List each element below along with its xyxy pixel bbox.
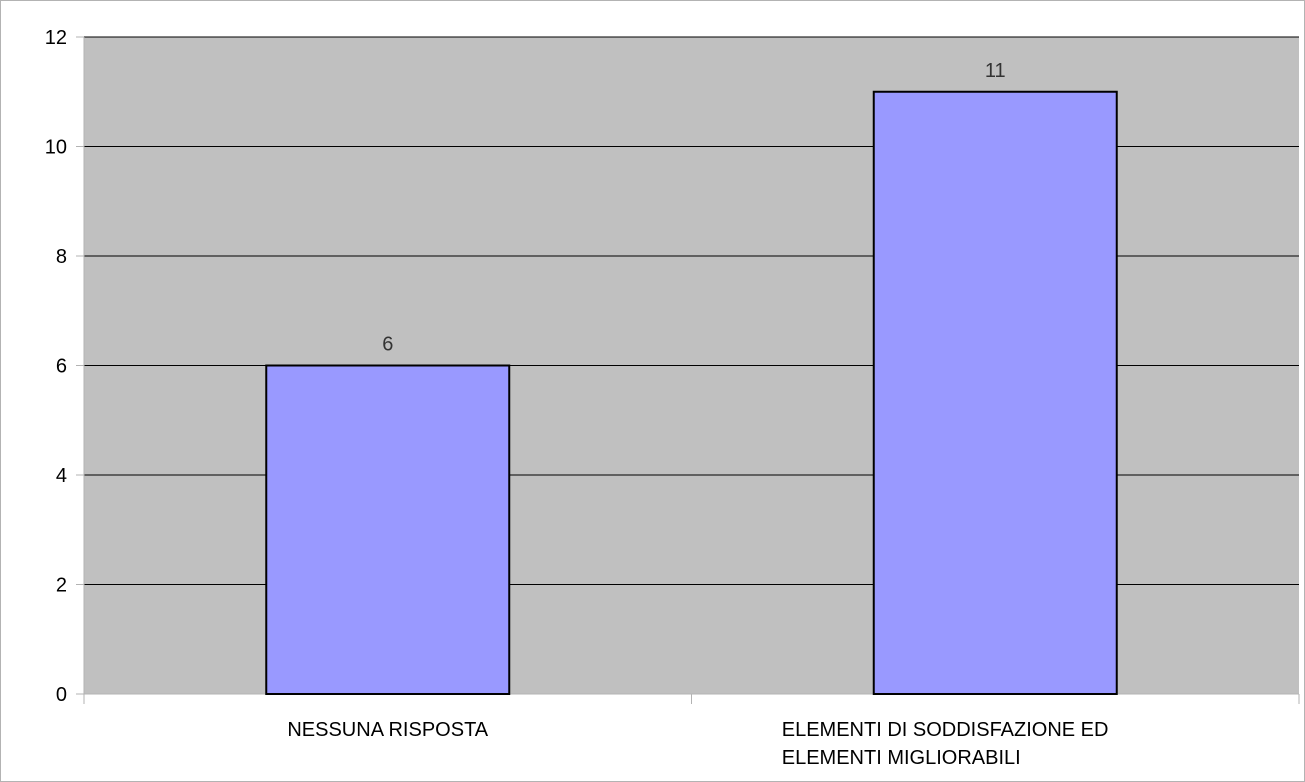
y-tick-label: 0 (56, 684, 67, 706)
bar (872, 90, 1118, 695)
y-tick-label: 2 (56, 575, 67, 597)
y-tick-label: 6 (56, 356, 67, 378)
y-tick-label: 8 (56, 246, 67, 268)
x-category-label: ELEMENTI MIGLIORABILI (782, 747, 1021, 769)
x-category-label: NESSUNA RISPOSTA (287, 719, 488, 741)
bar (265, 364, 511, 695)
data-label: 11 (985, 60, 1006, 82)
y-tick-label: 12 (45, 27, 67, 49)
x-category-label: ELEMENTI DI SODDISFAZIONE ED (782, 719, 1109, 741)
data-label: 6 (382, 334, 393, 356)
y-tick-label: 10 (45, 137, 67, 159)
y-tick-label: 4 (56, 465, 67, 487)
